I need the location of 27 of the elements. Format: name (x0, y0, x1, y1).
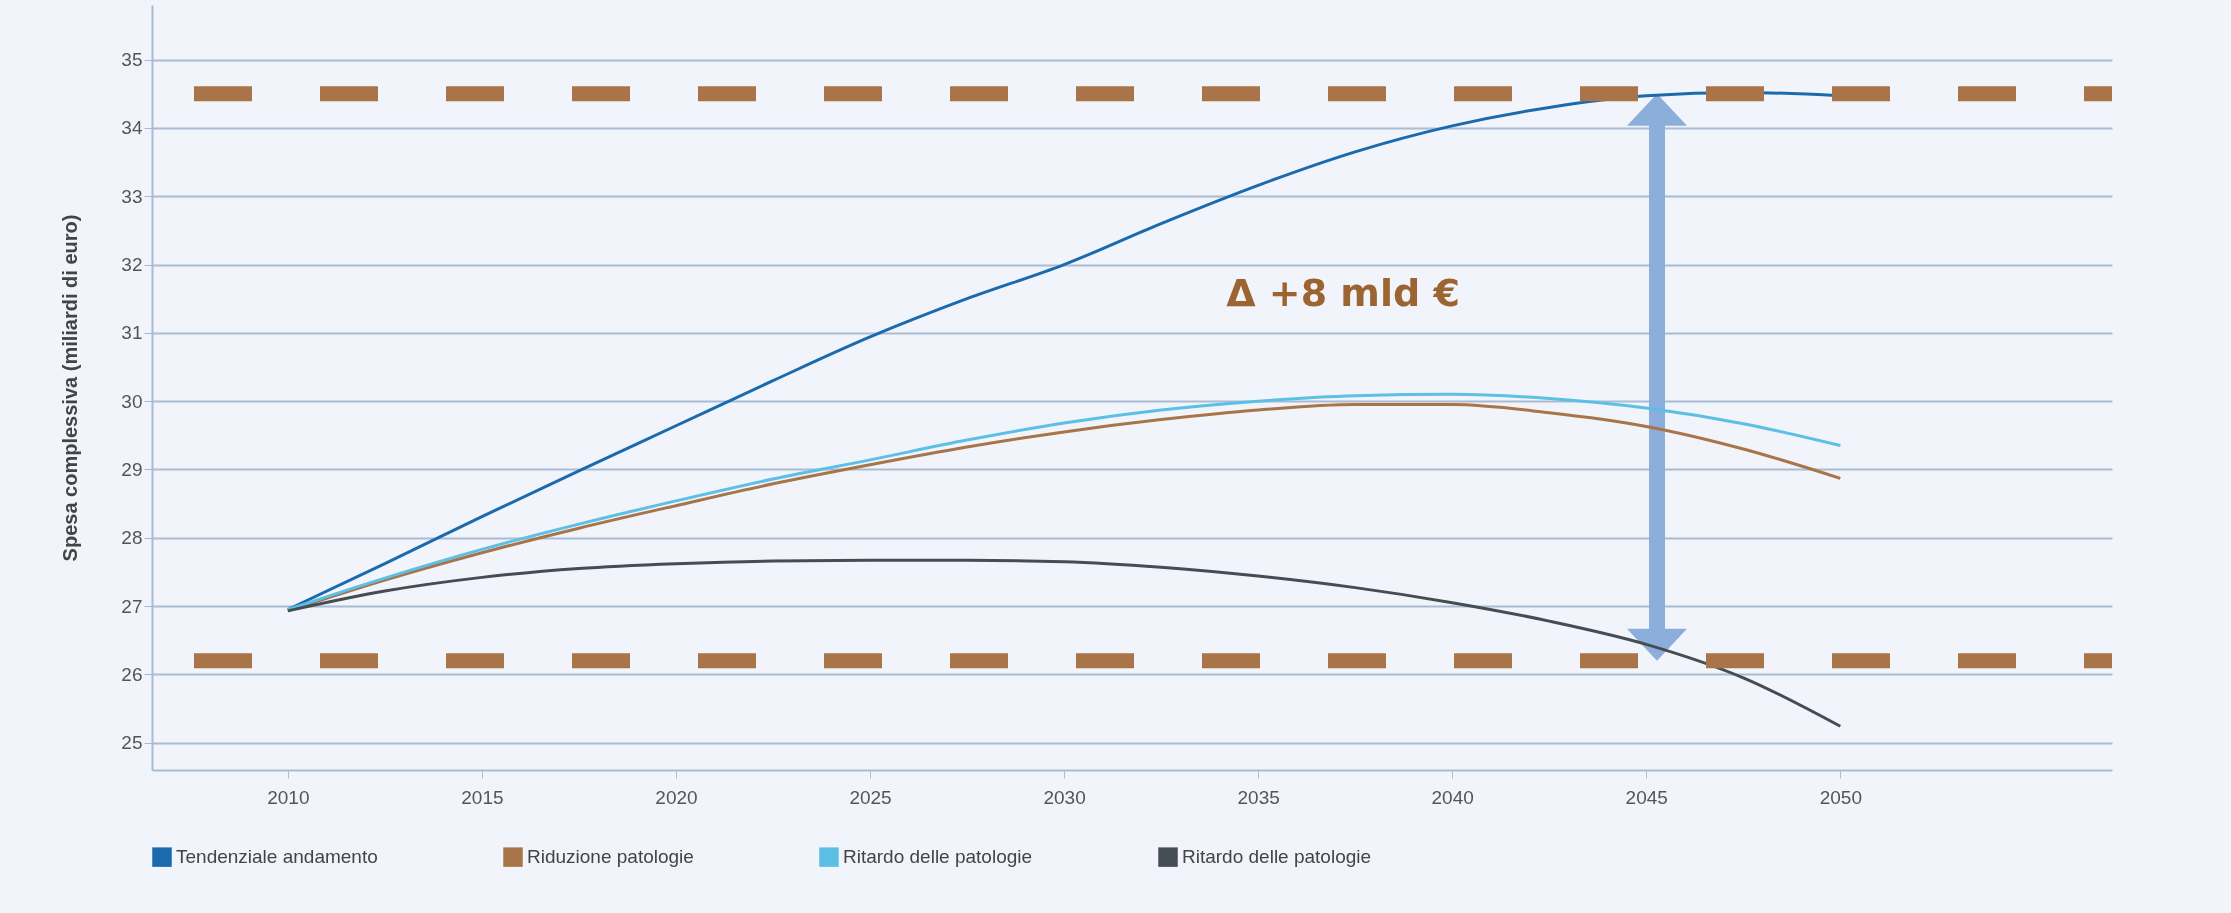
x-tick-label: 2015 (461, 786, 504, 808)
x-tick-label: 2010 (267, 786, 310, 808)
y-tick-label: 29 (121, 458, 143, 480)
y-tick-label: 27 (121, 595, 143, 617)
x-tick-label: 2050 (1819, 786, 1862, 808)
legend-label: Tendenziale andamento (176, 846, 378, 868)
x-tick-label: 2035 (1237, 786, 1280, 808)
x-tick-label: 2030 (1043, 786, 1086, 808)
line-series (286, 558, 1842, 728)
y-tick-label: 34 (121, 117, 143, 139)
y-tick-label: 28 (121, 527, 143, 549)
legend-label: Riduzione patologie (527, 846, 694, 868)
y-tick-label: 33 (121, 185, 143, 207)
y-tick-label: 32 (121, 254, 143, 276)
x-tick-label: 2045 (1625, 786, 1668, 808)
y-tick-label: 26 (121, 663, 143, 685)
y-tick-label: 25 (121, 732, 143, 754)
x-tick-label: 2020 (655, 786, 698, 808)
x-tick-label: 2025 (849, 786, 892, 808)
y-tick-label: 31 (121, 322, 143, 344)
y-tick-label: 30 (121, 390, 143, 412)
annotation: Δ +8 mld € (1226, 271, 1460, 315)
y-tick-label: 35 (121, 49, 143, 71)
legend-label: Ritardo delle patologie (843, 846, 1033, 868)
legend-label: Ritardo delle patologie (1182, 846, 1372, 868)
x-tick-label: 2040 (1431, 786, 1474, 808)
y-axis-title: Spesa complessiva (miliardi di euro) (59, 214, 82, 562)
